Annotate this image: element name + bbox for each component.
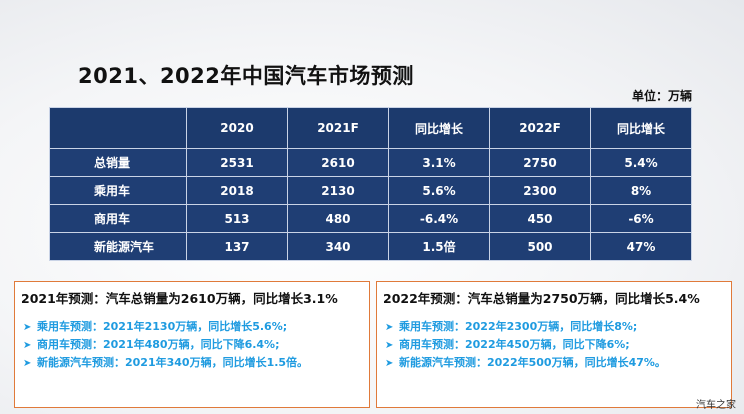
box-title: 2021年预测：汽车总销量为2610万辆，同比增长3.1% — [21, 291, 338, 306]
table-cell: 8% — [590, 176, 692, 205]
table-cell: 2610 — [287, 148, 389, 177]
arrow-right-icon: ➤ — [23, 322, 32, 333]
list-item-text: 新能源汽车预测：2021年340万辆，同比增长1.5倍。 — [37, 356, 309, 369]
list-item: ➤ 乘用车预测：2021年2130万辆，同比增长5.6%; — [23, 318, 308, 336]
table-cell: 137 — [186, 232, 288, 261]
table-row: 总销量 2531 2610 3.1% 2750 5.4% — [49, 148, 692, 177]
column-header — [49, 107, 187, 149]
table-cell: -6% — [590, 204, 692, 233]
table-cell: 47% — [590, 232, 692, 261]
column-header: 2020 — [186, 107, 288, 149]
row-header: 新能源汽车 — [49, 232, 187, 261]
bullet-list: ➤ 乘用车预测：2021年2130万辆，同比增长5.6%; ➤ 商用车预测：2021… — [23, 318, 308, 372]
box-title: 2022年预测：汽车总销量为2750万辆，同比增长5.4% — [383, 291, 700, 306]
forecast-2021-box: 2021年预测：汽车总销量为2610万辆，同比增长3.1% ➤ 乘用车预测：202… — [14, 281, 370, 408]
table-cell: 5.6% — [388, 176, 490, 205]
arrow-right-icon: ➤ — [385, 340, 394, 351]
unit-label: 单位：万辆 — [631, 89, 692, 103]
table-cell: 2130 — [287, 176, 389, 205]
arrow-right-icon: ➤ — [385, 322, 394, 333]
list-item-text: 新能源汽车预测：2022年500万辆，同比增长47%。 — [399, 356, 666, 369]
table-cell: 2531 — [186, 148, 288, 177]
table-row: 商用车 513 480 -6.4% 450 -6% — [49, 204, 692, 233]
list-item: ➤ 商用车预测：2021年480万辆，同比下降6.4%; — [23, 336, 308, 354]
table-cell: 500 — [489, 232, 591, 261]
table-header-row: 2020 2021F 同比增长 2022F 同比增长 — [49, 107, 692, 149]
table-cell: 3.1% — [388, 148, 490, 177]
table-cell: 1.5倍 — [388, 232, 490, 261]
list-item: ➤ 新能源汽车预测：2021年340万辆，同比增长1.5倍。 — [23, 354, 308, 372]
list-item-text: 商用车预测：2021年480万辆，同比下降6.4%; — [37, 338, 280, 351]
column-header: 同比增长 — [590, 107, 692, 149]
bullet-list: ➤ 乘用车预测：2022年2300万辆，同比增长8%; ➤ 商用车预测：2022年4… — [385, 318, 666, 372]
table-cell: 5.4% — [590, 148, 692, 177]
table-cell: 480 — [287, 204, 389, 233]
row-header: 商用车 — [49, 204, 187, 233]
list-item: ➤ 商用车预测：2022年450万辆，同比下降6%; — [385, 336, 666, 354]
column-header: 2022F — [489, 107, 591, 149]
list-item-text: 商用车预测：2022年450万辆，同比下降6%; — [399, 338, 630, 351]
page-title: 2021、2022年中国汽车市场预测 — [78, 64, 414, 88]
arrow-right-icon: ➤ — [23, 340, 32, 351]
column-header: 2021F — [287, 107, 389, 149]
column-header: 同比增长 — [388, 107, 490, 149]
table-row: 新能源汽车 137 340 1.5倍 500 47% — [49, 232, 692, 261]
list-item-text: 乘用车预测：2022年2300万辆，同比增长8%; — [399, 320, 638, 333]
table-cell: 2750 — [489, 148, 591, 177]
table-cell: 2300 — [489, 176, 591, 205]
row-header: 乘用车 — [49, 176, 187, 205]
list-item: ➤ 新能源汽车预测：2022年500万辆，同比增长47%。 — [385, 354, 666, 372]
table-cell: 513 — [186, 204, 288, 233]
table-cell: -6.4% — [388, 204, 490, 233]
forecast-table: 2020 2021F 同比增长 2022F 同比增长 总销量 2531 2610… — [49, 107, 692, 261]
list-item: ➤ 乘用车预测：2022年2300万辆，同比增长8%; — [385, 318, 666, 336]
table-cell: 2018 — [186, 176, 288, 205]
table-cell: 340 — [287, 232, 389, 261]
table-row: 乘用车 2018 2130 5.6% 2300 8% — [49, 176, 692, 205]
arrow-right-icon: ➤ — [23, 358, 32, 369]
table-cell: 450 — [489, 204, 591, 233]
forecast-2022-box: 2022年预测：汽车总销量为2750万辆，同比增长5.4% ➤ 乘用车预测：202… — [376, 281, 732, 408]
list-item-text: 乘用车预测：2021年2130万辆，同比增长5.6%; — [37, 320, 288, 333]
row-header: 总销量 — [49, 148, 187, 177]
arrow-right-icon: ➤ — [385, 358, 394, 369]
watermark: 汽车之家 — [696, 400, 736, 411]
